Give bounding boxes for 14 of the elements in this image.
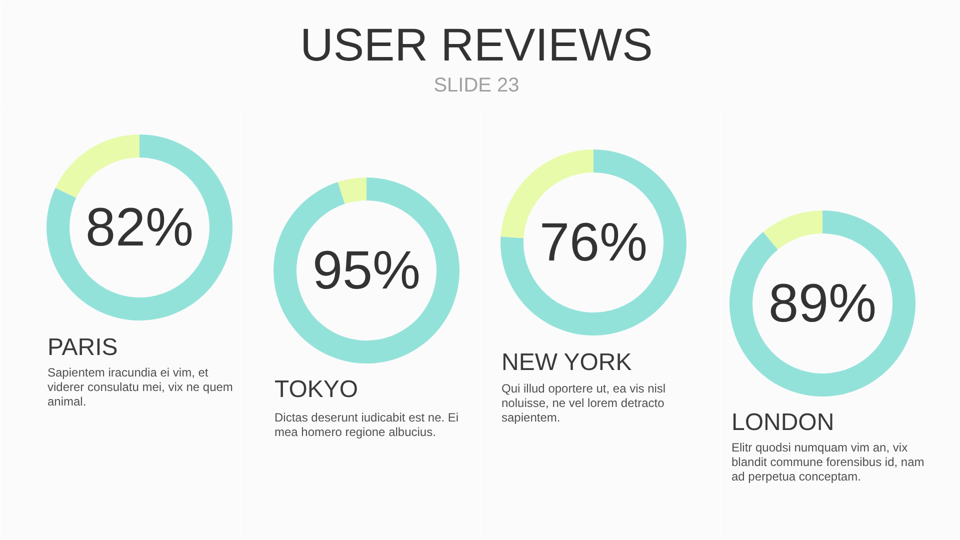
text: NEW YORK	[502, 349, 632, 376]
data-label: 82%	[85, 198, 194, 258]
data-label: 76%	[539, 212, 648, 272]
data-label: 89%	[768, 274, 877, 334]
text: SLIDE 23	[434, 74, 520, 96]
text: Dictas deserunt iudicabit est ne. Ei mea homero regione albucius.	[274, 410, 459, 439]
text: Qui illud oportere ut, ea vis nisl noluisse, ne vel lorem detracto sapientem.	[502, 382, 666, 424]
data-label: 95%	[312, 240, 421, 300]
text: Sapientem iracundia ei vim, et viderer consulatu mei, vix ne quem animal.	[48, 366, 233, 408]
text: USER REVIEWS	[300, 18, 653, 70]
text: Elitr quodsi numquam vim an, vix blandit commune forensibus id, nam ad perpetua conceptam.	[732, 440, 924, 484]
text: PARIS	[48, 334, 118, 361]
text: LONDON	[732, 409, 834, 436]
text: TOKYO	[274, 376, 358, 403]
